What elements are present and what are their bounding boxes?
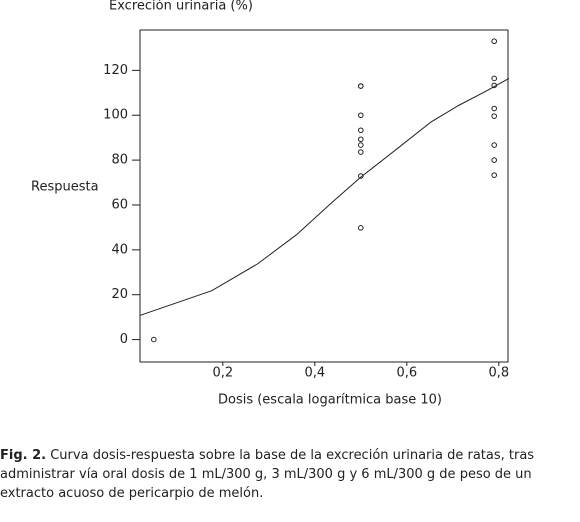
data-point	[491, 172, 498, 178]
y-tick-label: 40	[111, 242, 128, 257]
y-tick-label: 100	[103, 108, 128, 123]
x-tick-label: 0,6	[396, 366, 417, 381]
caption-text: Curva dosis-respuesta sobre la base de l…	[0, 448, 535, 501]
data-point	[358, 142, 364, 148]
chart: Excreción urinaria (%) Respuesta Dosis (…	[31, 0, 510, 408]
data-point	[491, 113, 498, 119]
y-tick-label: 20	[111, 287, 128, 302]
data-point	[491, 75, 498, 82]
data-point	[358, 83, 364, 89]
chart-title: Excreción urinaria (%)	[109, 0, 253, 14]
y-tick-label: 0	[120, 332, 128, 347]
data-point	[358, 149, 364, 155]
data-point	[358, 127, 364, 134]
data-point	[358, 173, 364, 179]
x-tick-label: 0,4	[304, 366, 325, 381]
x-tick-label: 0,2	[212, 366, 233, 381]
data-point	[358, 112, 364, 119]
data-point	[491, 105, 498, 112]
data-point	[491, 38, 498, 45]
x-tick-label: 0,8	[488, 366, 509, 381]
data-point	[491, 157, 498, 163]
data-point	[151, 336, 157, 343]
y-axis-label: Respuesta	[31, 180, 99, 195]
data-point	[358, 225, 364, 231]
caption: Fig. 2. Curva dosis-respuesta sobre la b…	[0, 446, 575, 503]
y-tick-label: 80	[111, 153, 128, 168]
fitted-curve	[139, 78, 510, 317]
y-tick-label: 120	[103, 63, 128, 78]
data-point	[491, 142, 498, 148]
x-axis-label: Dosis (escala logarítmica base 10)	[218, 393, 442, 408]
y-tick-label: 60	[111, 197, 128, 212]
data-point	[358, 136, 364, 143]
caption-label: Fig. 2.	[0, 448, 47, 463]
plot-frame	[139, 29, 509, 363]
